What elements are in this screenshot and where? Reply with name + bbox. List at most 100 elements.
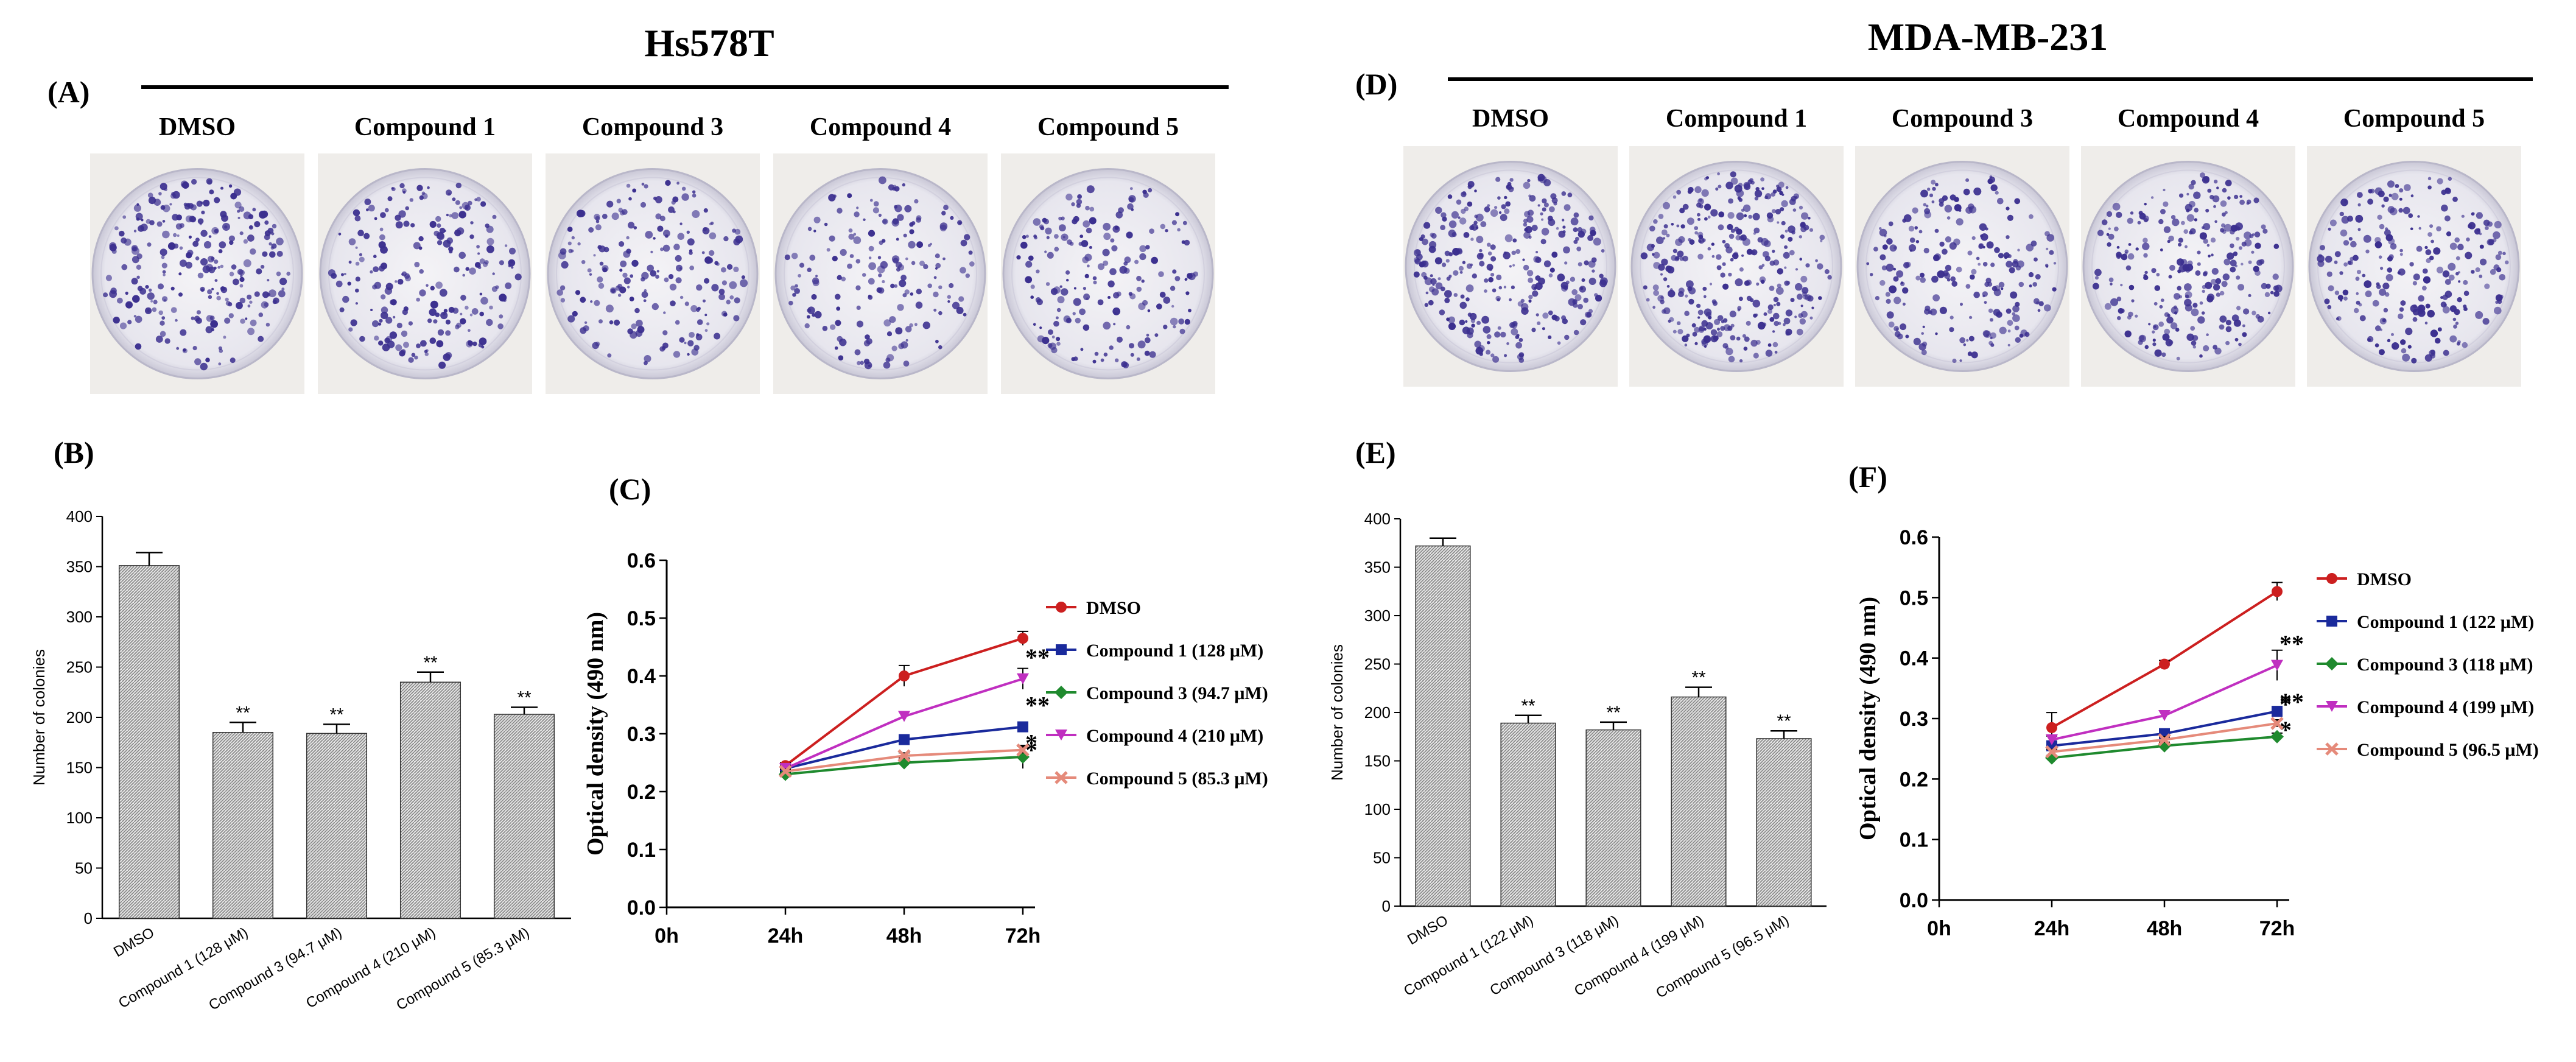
colony [1034, 236, 1037, 240]
colony [1571, 289, 1578, 295]
colony [1762, 322, 1767, 327]
colony [631, 259, 639, 267]
legend-label: Compound 1 (122 μM) [2357, 612, 2534, 632]
colony [1499, 211, 1502, 214]
colony [1089, 245, 1092, 249]
colony [1987, 178, 1993, 185]
colony [2171, 215, 2176, 220]
colony [675, 255, 682, 262]
colony [2104, 303, 2111, 310]
colony [472, 341, 477, 346]
colony [2108, 227, 2111, 230]
colony [2234, 337, 2239, 342]
colony [1710, 329, 1718, 336]
colony [1063, 315, 1071, 323]
colony [156, 221, 163, 227]
colony [2225, 340, 2230, 345]
colony [2479, 244, 2484, 249]
colony [1918, 230, 1923, 234]
colony [1548, 273, 1553, 278]
colony [395, 214, 401, 221]
colony [2463, 307, 2468, 311]
colony [1551, 251, 1558, 258]
colony [1467, 185, 1472, 189]
colony [2429, 224, 2434, 228]
colony [2213, 284, 2220, 291]
colony [2350, 256, 2354, 261]
colony [1737, 196, 1741, 200]
colony [856, 320, 864, 328]
colony [910, 292, 914, 296]
colony [2251, 250, 2255, 254]
colony [465, 306, 469, 310]
colony [909, 323, 913, 328]
colony [2137, 220, 2141, 225]
colony [138, 225, 144, 232]
colony [1484, 278, 1489, 283]
colony [2203, 223, 2211, 231]
colony [2007, 329, 2011, 332]
colony [380, 262, 388, 270]
colony [1999, 326, 2007, 334]
colony [416, 343, 421, 348]
colony [2044, 231, 2050, 237]
colony [1905, 334, 1909, 339]
colony [1988, 308, 1993, 313]
colony [958, 296, 964, 302]
colony [2380, 267, 2384, 270]
colony [862, 273, 866, 277]
colony [2178, 295, 2183, 298]
colony [228, 313, 234, 318]
colony [718, 289, 725, 295]
colony [2261, 224, 2266, 230]
colony [1103, 322, 1111, 330]
colony [2177, 286, 2181, 291]
colony [1045, 282, 1050, 286]
colony [1083, 220, 1090, 228]
colony [662, 244, 670, 252]
colony [239, 284, 244, 288]
legend-label: Compound 4 (199 μM) [2357, 697, 2534, 717]
colony [1931, 200, 1935, 203]
x-tick-label: 72h [1005, 924, 1041, 948]
colony [2495, 254, 2502, 261]
colony [628, 222, 635, 229]
plate-label-mda-3: Compound 4 [2118, 105, 2259, 133]
colony [2181, 220, 2185, 225]
colony [2342, 289, 2349, 296]
colony [176, 214, 183, 220]
colony [424, 352, 429, 356]
colony [1584, 260, 1589, 266]
colony [1100, 358, 1104, 362]
colony [896, 261, 902, 269]
colony [703, 227, 707, 231]
x-tick-label: 0h [1927, 917, 1951, 940]
colony [644, 360, 648, 365]
colony [1050, 288, 1058, 295]
colony [1423, 275, 1428, 280]
colony [1540, 212, 1543, 216]
colony [2106, 211, 2113, 217]
colony [878, 213, 882, 217]
colony [390, 299, 397, 306]
colony [597, 276, 603, 283]
colony [1497, 326, 1501, 330]
colony [213, 266, 217, 270]
colony [1470, 237, 1474, 241]
colony [1722, 318, 1728, 323]
colony [695, 334, 703, 340]
colony [619, 269, 623, 272]
colony [359, 336, 365, 342]
colony [395, 221, 403, 229]
colony [2214, 347, 2222, 355]
colony [1717, 328, 1720, 331]
colony [2402, 206, 2410, 214]
colony [599, 261, 604, 266]
colony [1039, 326, 1042, 329]
colony [2334, 290, 2340, 295]
colony [1548, 335, 1552, 340]
colony [617, 294, 622, 297]
colony [1737, 308, 1741, 312]
colony [668, 274, 674, 280]
